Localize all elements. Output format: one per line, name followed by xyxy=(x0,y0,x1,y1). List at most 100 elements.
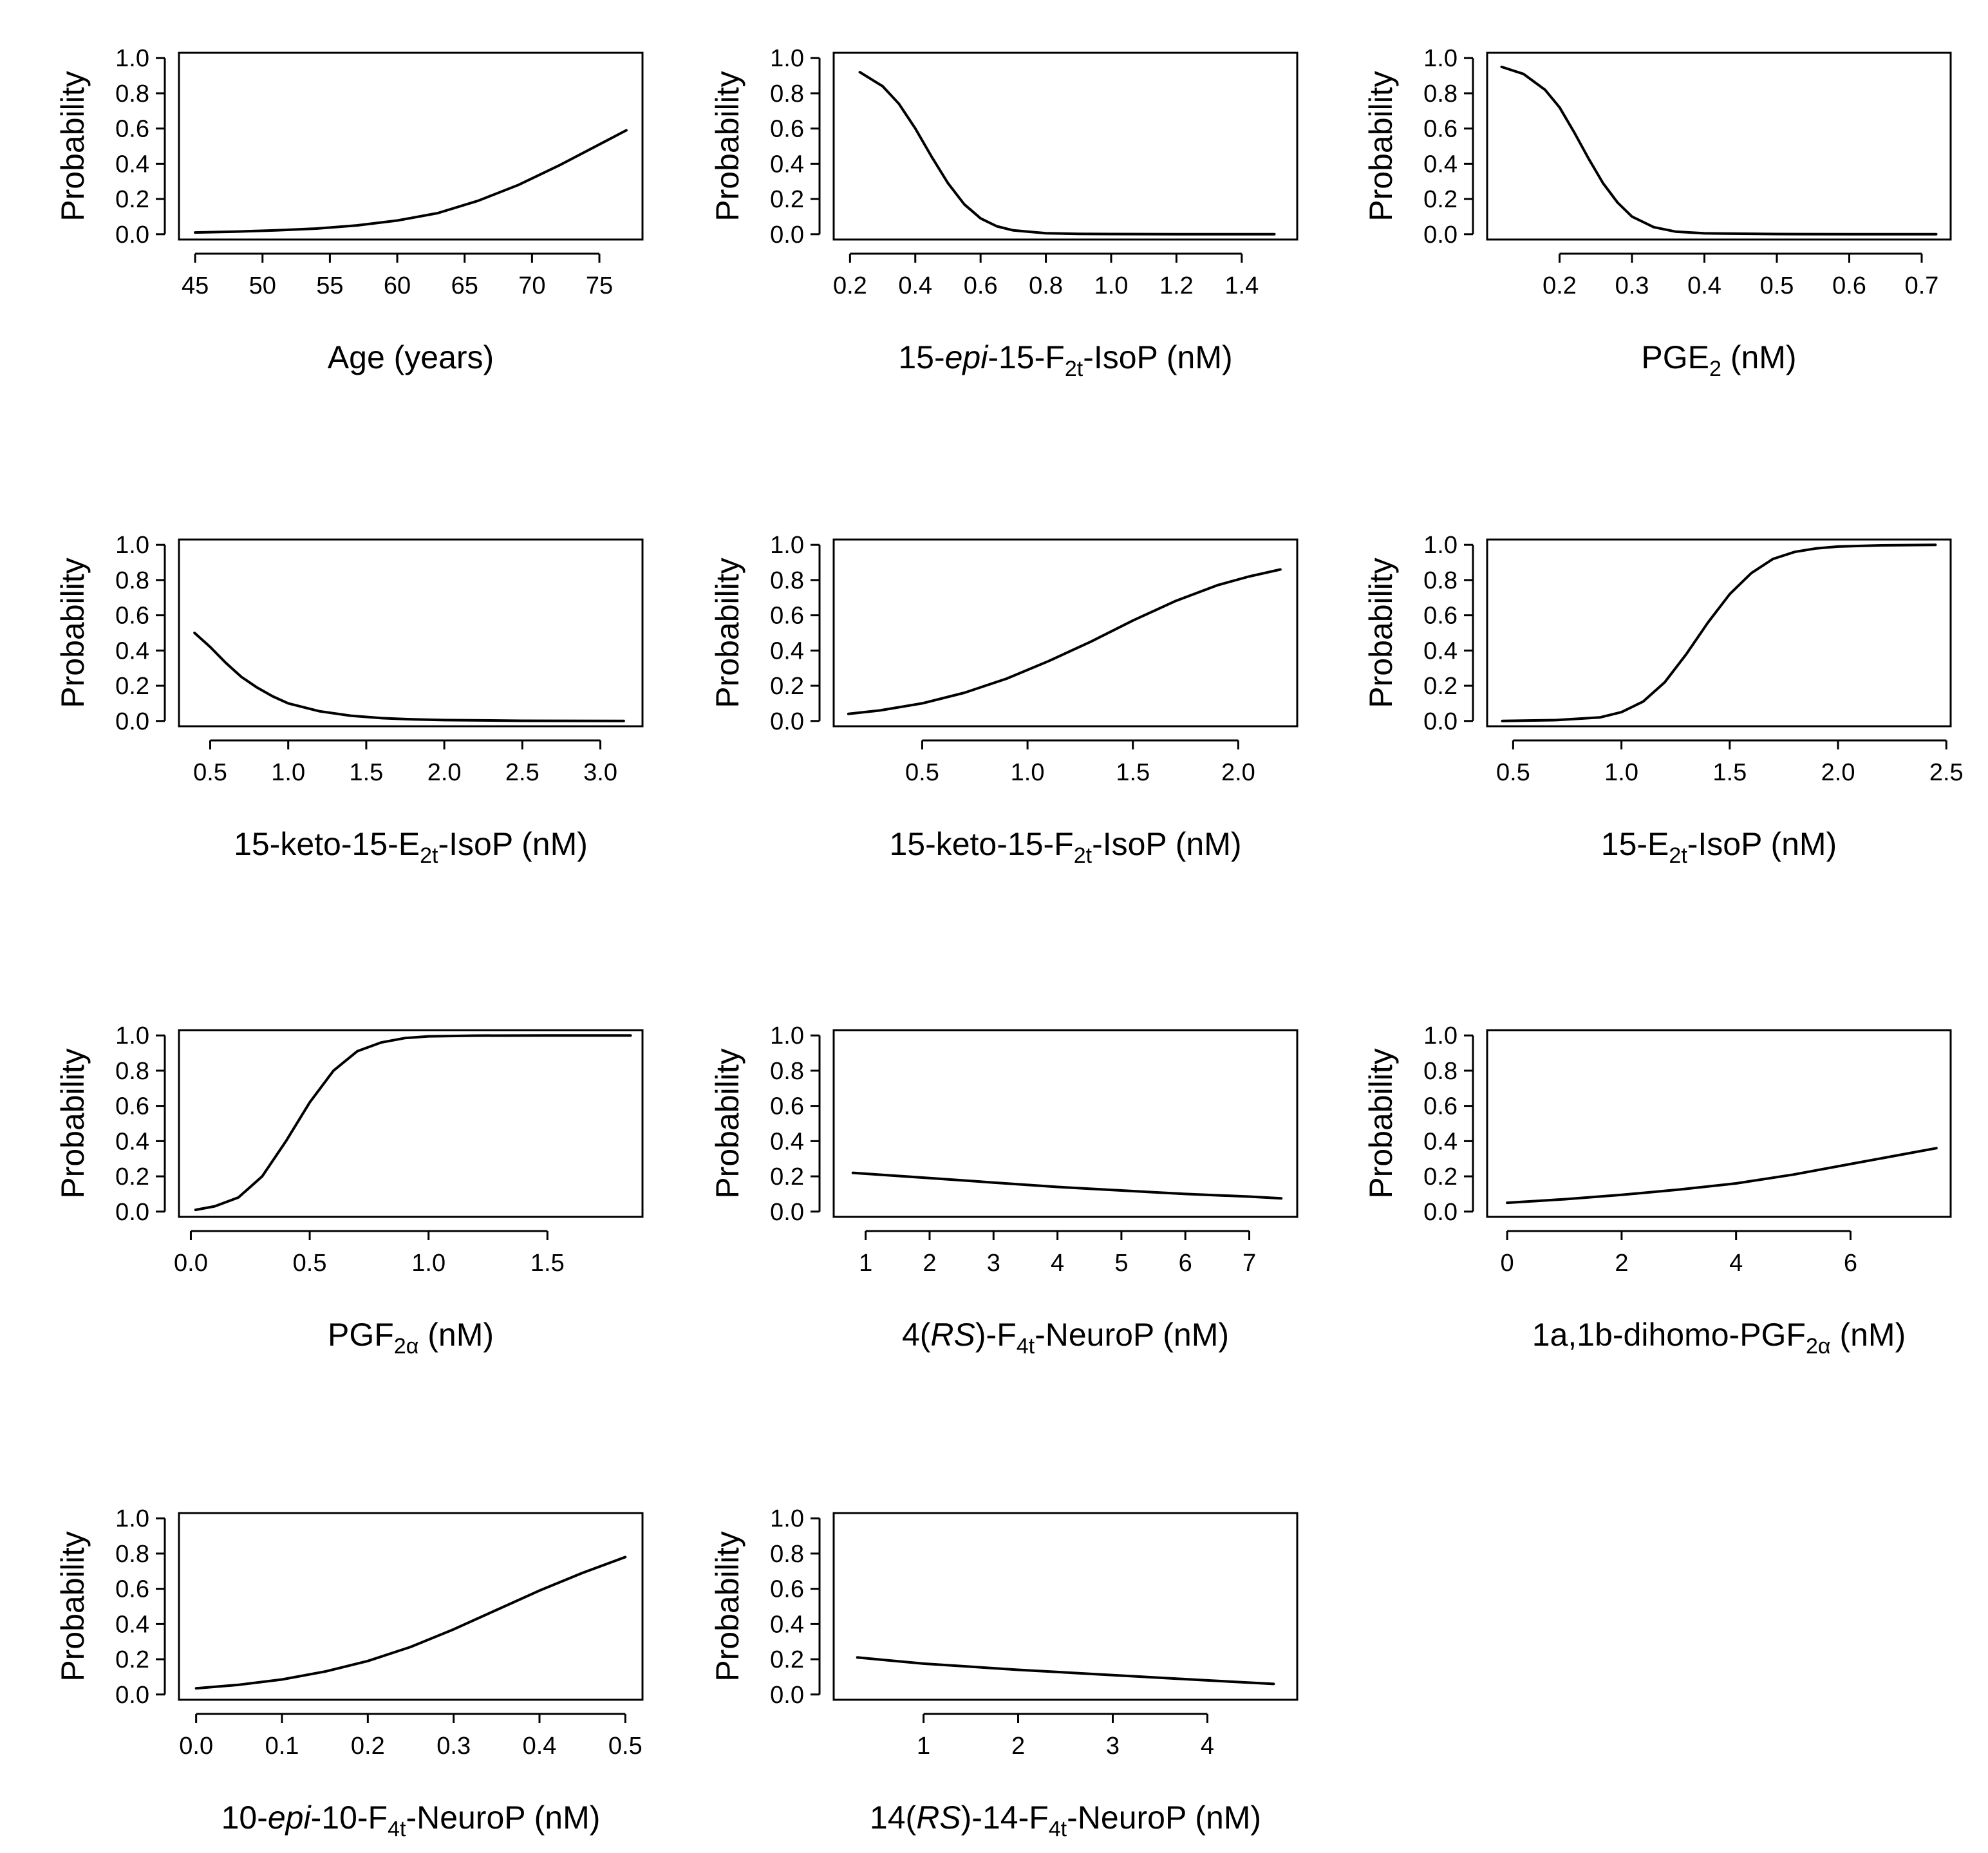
y-tick-label: 1.0 xyxy=(115,45,149,72)
x-tick-label: 0.6 xyxy=(964,272,998,299)
x-axis-label: PGE2 (nM) xyxy=(1641,339,1796,381)
plot-frame xyxy=(1486,52,1952,241)
y-tick-label: 1.0 xyxy=(115,1022,149,1049)
y-tick-label: 0.0 xyxy=(770,221,804,249)
x-axis-label: 4(RS)-F4t-NeuroP (nM) xyxy=(902,1317,1229,1359)
y-axis-label: Probability xyxy=(1363,558,1399,708)
y-tick-label: 0.4 xyxy=(770,151,804,178)
probability-curve xyxy=(194,1556,627,1690)
chart-panel: 0.0 0.2 0.4 0.6 0.8 1.0 0.5 1.0 1.5 2.0 Probabilit… xyxy=(709,532,1299,868)
x-tick-label: 4 xyxy=(1201,1733,1214,1760)
x-tick-label: 1.0 xyxy=(1604,759,1638,786)
x-tick-label: 0.8 xyxy=(1029,272,1063,299)
x-tick-label: 1.5 xyxy=(349,759,383,786)
x-tick-label: 0.5 xyxy=(1496,759,1530,786)
x-tick-label: 4 xyxy=(1051,1250,1064,1277)
y-axis-label: Probability xyxy=(55,558,91,708)
y-tick-label: 0.2 xyxy=(115,1163,149,1190)
x-tick-label: 3 xyxy=(987,1250,1000,1277)
x-axis-label: 15-epi-15-F2t-IsoP (nM) xyxy=(898,339,1232,381)
chart-panel: 0.0 0.2 0.4 0.6 0.8 1.0 0.5 1.0 1.5 2.0 2.5 Probabi… xyxy=(1363,532,1964,868)
plot-frame xyxy=(832,1029,1299,1218)
x-tick-label: 0.2 xyxy=(833,272,867,299)
y-tick-label: 0.4 xyxy=(770,1611,804,1638)
x-tick-label: 75 xyxy=(586,272,613,299)
y-tick-label: 0.4 xyxy=(1423,1128,1458,1155)
x-tick-label: 1 xyxy=(859,1250,872,1277)
probability-curve xyxy=(193,632,625,722)
x-tick-label: 65 xyxy=(451,272,478,299)
y-tick-label: 1.0 xyxy=(770,1505,804,1532)
y-tick-label: 0.8 xyxy=(1423,1058,1458,1085)
y-tick-label: 0.2 xyxy=(1423,186,1458,213)
x-tick-label: 0.2 xyxy=(1543,272,1577,299)
x-tick-label: 0.1 xyxy=(265,1733,299,1760)
x-tick-label: 2.0 xyxy=(427,759,462,786)
y-tick-label: 0.4 xyxy=(115,151,149,178)
x-tick-label: 0.5 xyxy=(193,759,227,786)
y-tick-label: 0.2 xyxy=(115,673,149,700)
y-tick-label: 0.6 xyxy=(115,1093,149,1120)
y-tick-label: 0.0 xyxy=(770,708,804,735)
y-axis-label: Probability xyxy=(709,1048,746,1198)
x-tick-label: 3 xyxy=(1106,1733,1120,1760)
x-tick-label: 70 xyxy=(518,272,545,299)
y-axis-label: Probability xyxy=(1363,71,1399,221)
x-tick-label: 0.6 xyxy=(1832,272,1866,299)
y-tick-label: 0.8 xyxy=(770,1541,804,1568)
plot-frame xyxy=(1486,1029,1952,1218)
y-tick-label: 0.6 xyxy=(115,1576,149,1603)
y-tick-label: 0.4 xyxy=(115,1128,149,1155)
x-tick-label: 6 xyxy=(1844,1250,1857,1277)
x-tick-label: 6 xyxy=(1179,1250,1192,1277)
y-tick-label: 0.0 xyxy=(115,1682,149,1709)
chart-panel: 0.0 0.2 0.4 0.6 0.8 1.0 45 50 55 60 65 70 75 Probabil… xyxy=(55,45,644,375)
y-tick-label: 0.2 xyxy=(770,186,804,213)
y-tick-label: 0.4 xyxy=(770,1128,804,1155)
y-tick-label: 0.8 xyxy=(1423,567,1458,594)
y-tick-label: 1.0 xyxy=(1423,1022,1458,1049)
x-tick-label: 1.0 xyxy=(1094,272,1129,299)
y-tick-label: 0.6 xyxy=(1423,603,1458,630)
chart-panel: 0.0 0.2 0.4 0.6 0.8 1.0 1 2 3 4 Probability 14(RS)-… xyxy=(709,1505,1299,1841)
plot-frame xyxy=(832,538,1299,728)
x-axis-label: 15-keto-15-F2t-IsoP (nM) xyxy=(889,826,1241,868)
x-tick-label: 1.0 xyxy=(411,1250,445,1277)
y-axis-label: Probability xyxy=(709,558,746,708)
x-tick-label: 0.4 xyxy=(523,1733,557,1760)
y-tick-label: 0.0 xyxy=(1423,1199,1458,1226)
x-tick-label: 0.5 xyxy=(905,759,939,786)
x-tick-label: 0.5 xyxy=(293,1250,327,1277)
x-axis-label: 15-E2t-IsoP (nM) xyxy=(1601,826,1837,868)
y-axis-label: Probability xyxy=(1363,1048,1399,1198)
chart-panel: 0.0 0.2 0.4 0.6 0.8 1.0 0.5 1.0 1.5 2.0 2.5 3.0 Prob… xyxy=(55,532,644,868)
y-tick-label: 1.0 xyxy=(115,1505,149,1532)
y-tick-label: 0.0 xyxy=(1423,708,1458,735)
x-tick-label: 7 xyxy=(1242,1250,1256,1277)
y-tick-label: 0.4 xyxy=(115,637,149,664)
y-tick-label: 0.2 xyxy=(770,673,804,700)
probability-curve xyxy=(856,1656,1275,1686)
probability-curve xyxy=(1501,543,1937,722)
x-axis-label: PGF2α (nM) xyxy=(328,1317,494,1359)
plot-frame xyxy=(178,1512,644,1701)
y-tick-label: 0.6 xyxy=(115,116,149,143)
y-tick-label: 0.8 xyxy=(770,567,804,594)
y-tick-label: 0.4 xyxy=(115,1611,149,1638)
x-tick-label: 2 xyxy=(1011,1733,1025,1760)
y-tick-label: 0.6 xyxy=(770,116,804,143)
chart-panel: 0.0 0.2 0.4 0.6 0.8 1.0 1 2 3 4 5 6 7 Probability 4(RS… xyxy=(709,1022,1299,1359)
x-tick-label: 0.0 xyxy=(174,1250,208,1277)
probability-curve xyxy=(858,71,1276,236)
x-tick-label: 2.0 xyxy=(1221,759,1255,786)
y-tick-label: 1.0 xyxy=(770,45,804,72)
y-tick-label: 0.6 xyxy=(115,603,149,630)
x-tick-label: 1.0 xyxy=(271,759,305,786)
x-tick-label: 60 xyxy=(384,272,411,299)
x-tick-label: 50 xyxy=(249,272,276,299)
x-tick-label: 2.5 xyxy=(505,759,539,786)
y-tick-label: 0.0 xyxy=(770,1199,804,1226)
probability-curve xyxy=(1500,65,1938,236)
probability-curve xyxy=(194,1034,632,1212)
